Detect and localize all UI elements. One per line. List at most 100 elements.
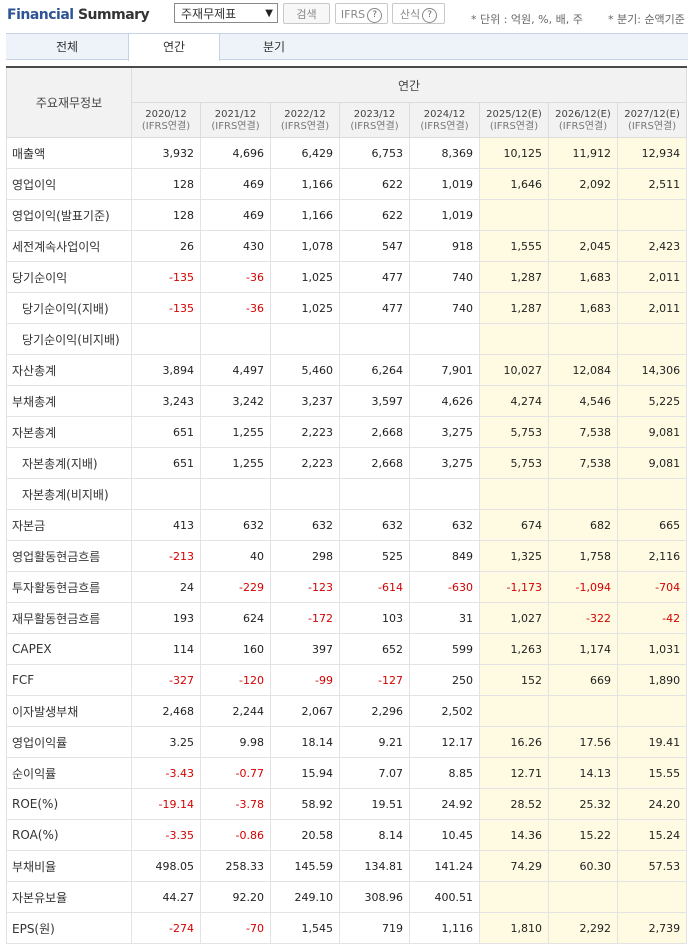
column-header: 2023/12 (IFRS연결) (339, 102, 410, 138)
table-cell: -322 (548, 602, 618, 634)
ifrs-label: IFRS (340, 8, 366, 21)
table-cell: 5,225 (616, 385, 688, 417)
row-label[interactable]: 투자활동현금흐름 (6, 571, 132, 603)
table-cell: 2,116 (616, 540, 688, 572)
table-cell: 12,934 (616, 137, 688, 169)
row-label[interactable]: 자산총계 (6, 354, 132, 386)
row-label[interactable]: 이자발생부채 (6, 695, 132, 727)
table-cell: -42 (616, 602, 688, 634)
table-cell: 7,538 (548, 416, 618, 448)
table-row: CAPEX 114 160 397 652 599 1,263 1,174 1,031 (6, 633, 688, 665)
table-cell: 2,011 (616, 261, 688, 293)
ifrs-help-button[interactable]: IFRS? (335, 3, 388, 24)
table-cell: -614 (339, 571, 410, 603)
table-cell: -3.35 (131, 819, 201, 851)
row-label[interactable]: 영업이익률 (6, 726, 132, 758)
table-cell: 1,263 (479, 633, 549, 665)
row-label[interactable]: ROE(%) (6, 788, 132, 820)
row-label[interactable]: 영업이익 (6, 168, 132, 200)
table-cell: 2,668 (339, 447, 410, 479)
table-cell: 651 (131, 416, 201, 448)
table-cell: 7,538 (548, 447, 618, 479)
table-cell: 2,223 (270, 447, 340, 479)
table-cell: 1,019 (409, 199, 480, 231)
tab-quarterly[interactable]: 분기 (262, 40, 286, 54)
page-title: Financial Summary (7, 7, 150, 23)
row-label[interactable]: 당기순이익(지배) (6, 292, 132, 324)
search-button[interactable]: 검색 (283, 3, 330, 24)
table-cell: 1,555 (479, 230, 549, 262)
column-basis: (IFRS연결) (489, 120, 539, 132)
table-cell: 1,287 (479, 261, 549, 293)
table-cell: 114 (131, 633, 201, 665)
table-cell: 3,597 (339, 385, 410, 417)
table-cell: 57.53 (616, 850, 688, 882)
tab-all[interactable]: 전체 (55, 40, 79, 54)
statement-type-select[interactable]: 주재무제표 ▼ (174, 3, 278, 23)
row-label[interactable]: FCF (6, 664, 132, 696)
row-label[interactable]: 세전계속사업이익 (6, 230, 132, 262)
table-cell: 2,045 (548, 230, 618, 262)
table-cell: 24.92 (409, 788, 480, 820)
tab-annual[interactable]: 연간 (128, 34, 220, 61)
column-header: 2022/12 (IFRS연결) (270, 102, 340, 138)
table-cell: -630 (409, 571, 480, 603)
column-period: 2022/12 (284, 108, 326, 120)
table-row: 당기순이익 -135 -36 1,025 477 740 1,287 1,683 2,011 (6, 261, 688, 293)
fiscal-note: * 분기: 순액기준 (608, 13, 685, 26)
table-cell: 9.21 (339, 726, 410, 758)
row-label[interactable]: 순이익률 (6, 757, 132, 789)
column-period: 2023/12 (353, 108, 396, 120)
table-cell: 669 (548, 664, 618, 696)
table-cell: 740 (409, 292, 480, 324)
table-row: 세전계속사업이익 26 430 1,078 547 918 1,555 2,045 2,423 (6, 230, 688, 262)
column-basis: (IFRS연결) (141, 120, 191, 132)
title-summary: Summary (77, 7, 150, 23)
table-cell: 3,237 (270, 385, 340, 417)
table-cell: 8.14 (339, 819, 410, 851)
row-label[interactable]: 영업이익(발표기준) (6, 199, 132, 231)
table-cell: 44.27 (131, 881, 201, 913)
row-label[interactable]: 당기순이익(비지배) (6, 323, 132, 355)
table-cell: 1,255 (200, 416, 271, 448)
row-label[interactable]: 영업활동현금흐름 (6, 540, 132, 572)
table-cell: 9,081 (616, 416, 688, 448)
row-label[interactable]: 당기순이익 (6, 261, 132, 293)
row-label[interactable]: 매출액 (6, 137, 132, 169)
formula-help-button[interactable]: 산식? (392, 3, 445, 24)
row-label[interactable]: 부채비율 (6, 850, 132, 882)
table-row: 자본금 413 632 632 632 632 674 682 665 (6, 509, 688, 541)
column-period: 2025/12(E) (486, 108, 542, 120)
table-cell: 2,067 (270, 695, 340, 727)
row-label[interactable]: 재무활동현금흐름 (6, 602, 132, 634)
table-cell: 547 (339, 230, 410, 262)
table-cell: 128 (131, 168, 201, 200)
column-header: 2027/12(E) (IFRS연결) (616, 102, 688, 138)
row-label[interactable]: 자본금 (6, 509, 132, 541)
table-cell: 2,468 (131, 695, 201, 727)
row-label[interactable]: 자본유보율 (6, 881, 132, 913)
table-cell: -1,094 (548, 571, 618, 603)
table-cell: 298 (270, 540, 340, 572)
table-cell: 1,683 (548, 261, 618, 293)
table-cell: 1,078 (270, 230, 340, 262)
table-cell: 498.05 (131, 850, 201, 882)
table-cell: 141.24 (409, 850, 480, 882)
row-label[interactable]: 자본총계 (6, 416, 132, 448)
table-cell: 2,092 (548, 168, 618, 200)
table-row: 자본총계(비지배) (6, 478, 688, 510)
row-label[interactable]: CAPEX (6, 633, 132, 665)
column-period: 2027/12(E) (624, 108, 680, 120)
column-period: 2021/12 (214, 108, 257, 120)
table-cell: 430 (200, 230, 271, 262)
row-label[interactable]: 자본총계(지배) (6, 447, 132, 479)
column-header: 2025/12(E) (IFRS연결) (479, 102, 549, 138)
row-label[interactable]: 부채총계 (6, 385, 132, 417)
table-row: 순이익률 -3.43 -0.77 15.94 7.07 8.85 12.71 14.13 15.… (6, 757, 688, 789)
table-cell: 6,753 (339, 137, 410, 169)
row-label[interactable]: ROA(%) (6, 819, 132, 851)
table-cell: -127 (339, 664, 410, 696)
table-row: 이자발생부채 2,468 2,244 2,067 2,296 2,502 (6, 695, 688, 727)
table-cell (409, 478, 480, 510)
row-label[interactable]: 자본총계(비지배) (6, 478, 132, 510)
